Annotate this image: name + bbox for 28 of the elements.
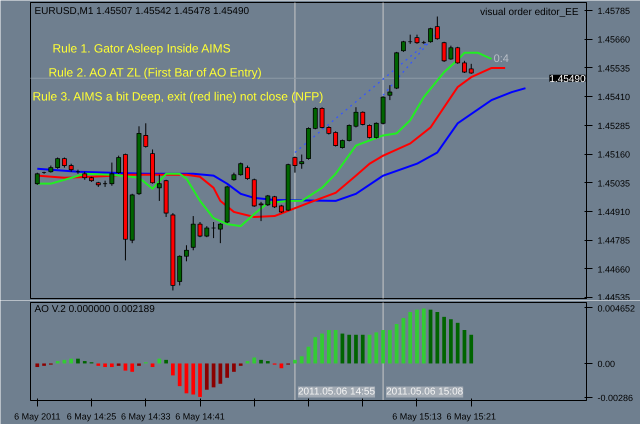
y-tick-label: -0.00286 [598, 393, 634, 404]
x-tick-label: 6 May 14:33 [121, 412, 171, 422]
y-tick-label: 1.45410 [598, 92, 630, 102]
y-tick-label: 1.45285 [598, 120, 630, 131]
chart-title: EURUSD,M1 1.45507 1.45542 1.45478 1.45490 [34, 6, 250, 17]
chart-title: AO V.2 0.000000 0.002189 [34, 304, 156, 315]
x-tick-label: 6 May 14:25 [66, 412, 116, 422]
annotation: Rule 1. Gator Asleep Inside AIMS [52, 42, 231, 56]
annotation: 0:4 [494, 52, 509, 65]
y-tick-label: 0.004652 [598, 303, 636, 314]
ref-line-label: 1.45490 [549, 74, 586, 85]
y-tick-label: 1.45660 [598, 34, 630, 45]
y-tick-label: 1.45035 [598, 178, 630, 188]
y-tick-label: 1.45160 [598, 150, 630, 160]
annotation: visual order editor_EE [480, 7, 579, 18]
y-tick-label: 1.45785 [598, 6, 630, 16]
y-tick-label: 0.00 [598, 358, 616, 369]
ref-line-label: 2011.05.06 15:08 [386, 386, 464, 398]
y-tick-label: 1.44910 [598, 206, 630, 217]
ref-line-label: 2011.05.06 14:55 [298, 386, 376, 398]
y-tick-label: 1.45535 [598, 63, 630, 74]
x-tick-label: 6 May 2011 [14, 412, 60, 422]
x-tick-label: 6 May 14:41 [175, 412, 225, 422]
y-tick-label: 1.44785 [598, 236, 630, 246]
x-tick-label: 6 May 15:21 [446, 412, 496, 422]
x-tick-label: 6 May 15:13 [392, 412, 442, 422]
y-tick-label: 1.44660 [598, 264, 630, 274]
annotation: Rule 2. AO AT ZL (First Bar of AO Entry) [48, 66, 262, 80]
